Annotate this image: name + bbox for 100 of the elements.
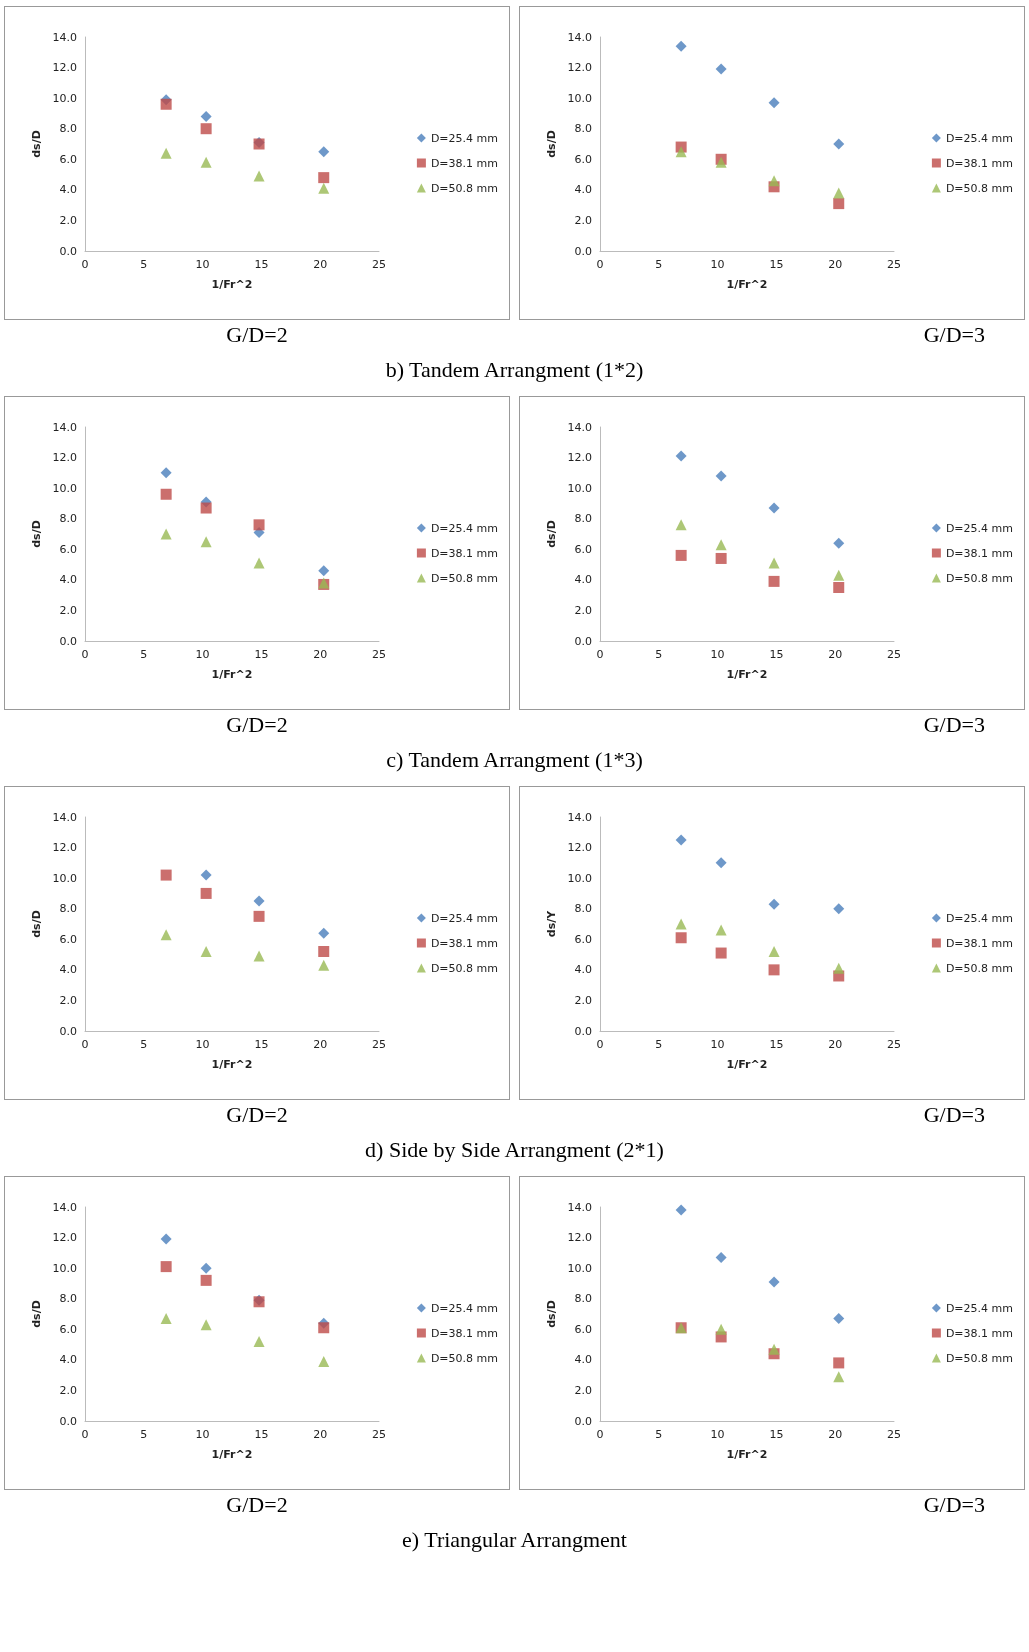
y-tick-label: 8.0 (59, 1292, 77, 1306)
x-tick-label: 0 (81, 1428, 89, 1441)
y-tick-label: 10.0 (52, 91, 77, 105)
y-tick-label: 14.0 (52, 1200, 77, 1214)
y-axis-title: ds/D (544, 1300, 558, 1328)
y-tick-label: 0.0 (59, 1024, 77, 1038)
legend-label: D=38.1 mm (430, 936, 498, 950)
y-tick-label: 6.0 (574, 152, 592, 166)
text: G/D=3 (922, 321, 986, 349)
y-axis-title: ds/Y (544, 909, 558, 938)
x-tick-label: 25 (372, 1428, 386, 1441)
y-tick-label: 10.0 (52, 871, 77, 885)
text: G/D=2 (225, 1491, 289, 1519)
legend-label: D=38.1 mm (945, 156, 1013, 170)
legend-label: D=38.1 mm (945, 1326, 1013, 1340)
x-tick-label: 10 (710, 648, 725, 661)
x-tick-label: 10 (195, 648, 210, 661)
x-tick-label: 25 (372, 258, 386, 271)
x-tick-label: 20 (313, 258, 328, 271)
y-tick-label: 4.0 (574, 183, 592, 197)
x-tick-label: 5 (655, 1038, 663, 1051)
y-tick-label: 8.0 (59, 902, 77, 916)
y-tick-label: 12.0 (52, 1231, 77, 1245)
legend-label: D=50.8 mm (945, 571, 1013, 585)
legend-label: D=25.4 mm (945, 521, 1013, 535)
legend-label: D=50.8 mm (430, 571, 498, 585)
y-tick-label: 4.0 (59, 183, 77, 197)
y-tick-label: 12.0 (567, 1231, 592, 1245)
y-tick-label: 6.0 (574, 542, 592, 556)
x-axis-title: 1/Fr^2 (211, 1058, 253, 1071)
y-tick-label: 2.0 (574, 603, 592, 617)
y-tick-label: 0.0 (59, 1414, 77, 1428)
y-tick-label: 0.0 (574, 634, 592, 648)
y-tick-label: 10.0 (567, 1261, 592, 1275)
y-tick-label: 0.0 (59, 244, 77, 258)
y-tick-label: 10.0 (567, 481, 592, 495)
x-tick-label: 0 (81, 1038, 89, 1051)
x-axis-title: 1/Fr^2 (211, 1448, 253, 1461)
x-tick-label: 10 (195, 1428, 210, 1441)
y-tick-label: 10.0 (52, 481, 77, 495)
x-tick-label: 5 (140, 258, 148, 271)
x-tick-label: 20 (313, 1428, 328, 1441)
x-tick-label: 25 (372, 1038, 386, 1051)
x-tick-label: 15 (254, 648, 269, 661)
x-tick-label: 10 (195, 1038, 210, 1051)
x-tick-label: 5 (140, 1038, 148, 1051)
y-tick-label: 0.0 (574, 1024, 592, 1038)
y-tick-label: 2.0 (59, 603, 77, 617)
y-tick-label: 6.0 (574, 1322, 592, 1336)
x-tick-label: 20 (828, 258, 843, 271)
x-tick-label: 10 (710, 1038, 725, 1051)
y-axis-title: ds/D (29, 130, 43, 158)
y-tick-label: 6.0 (59, 932, 77, 946)
y-tick-label: 4.0 (574, 1353, 592, 1367)
legend-label: D=50.8 mm (430, 1351, 498, 1365)
x-tick-label: 15 (769, 1038, 784, 1051)
y-tick-label: 14.0 (567, 420, 592, 434)
y-tick-label: 2.0 (574, 1383, 592, 1397)
legend-label: D=25.4 mm (430, 1301, 498, 1315)
y-tick-label: 6.0 (59, 1322, 77, 1336)
x-tick-label: 0 (596, 648, 604, 661)
text: e) Triangular Arrangment (401, 1526, 628, 1554)
x-axis-title: 1/Fr^2 (726, 1448, 768, 1461)
text: c) Tandem Arrangment (1*3) (385, 746, 644, 774)
legend-label: D=25.4 mm (430, 521, 498, 535)
y-tick-label: 4.0 (59, 573, 77, 587)
y-tick-label: 8.0 (59, 122, 77, 136)
x-tick-label: 10 (195, 258, 210, 271)
legend-label: D=50.8 mm (430, 181, 498, 195)
y-tick-label: 0.0 (574, 244, 592, 258)
text: G/D=3 (922, 1101, 986, 1129)
x-tick-label: 20 (313, 648, 328, 661)
y-axis-title: ds/D (544, 520, 558, 548)
text: G/D=2 (225, 711, 289, 739)
y-tick-label: 2.0 (59, 213, 77, 227)
y-tick-label: 2.0 (59, 1383, 77, 1397)
x-tick-label: 5 (655, 258, 663, 271)
x-tick-label: 10 (710, 1428, 725, 1441)
legend-label: D=50.8 mm (945, 181, 1013, 195)
x-tick-label: 5 (140, 648, 148, 661)
x-tick-label: 5 (140, 1428, 148, 1441)
y-tick-label: 12.0 (567, 451, 592, 465)
y-tick-label: 14.0 (567, 30, 592, 44)
y-tick-label: 12.0 (52, 451, 77, 465)
y-tick-label: 10.0 (567, 871, 592, 885)
x-tick-label: 10 (710, 258, 725, 271)
y-tick-label: 14.0 (52, 810, 77, 824)
x-tick-label: 0 (81, 648, 89, 661)
y-tick-label: 6.0 (59, 542, 77, 556)
y-tick-label: 12.0 (567, 841, 592, 855)
y-tick-label: 2.0 (574, 993, 592, 1007)
x-tick-label: 0 (81, 258, 89, 271)
y-axis-title: ds/D (544, 130, 558, 158)
legend-label: D=50.8 mm (430, 961, 498, 975)
legend-label: D=38.1 mm (430, 546, 498, 560)
x-tick-label: 25 (887, 648, 901, 661)
y-tick-label: 2.0 (574, 213, 592, 227)
y-axis-title: ds/D (29, 1300, 43, 1328)
y-tick-label: 4.0 (574, 963, 592, 977)
x-tick-label: 5 (655, 1428, 663, 1441)
